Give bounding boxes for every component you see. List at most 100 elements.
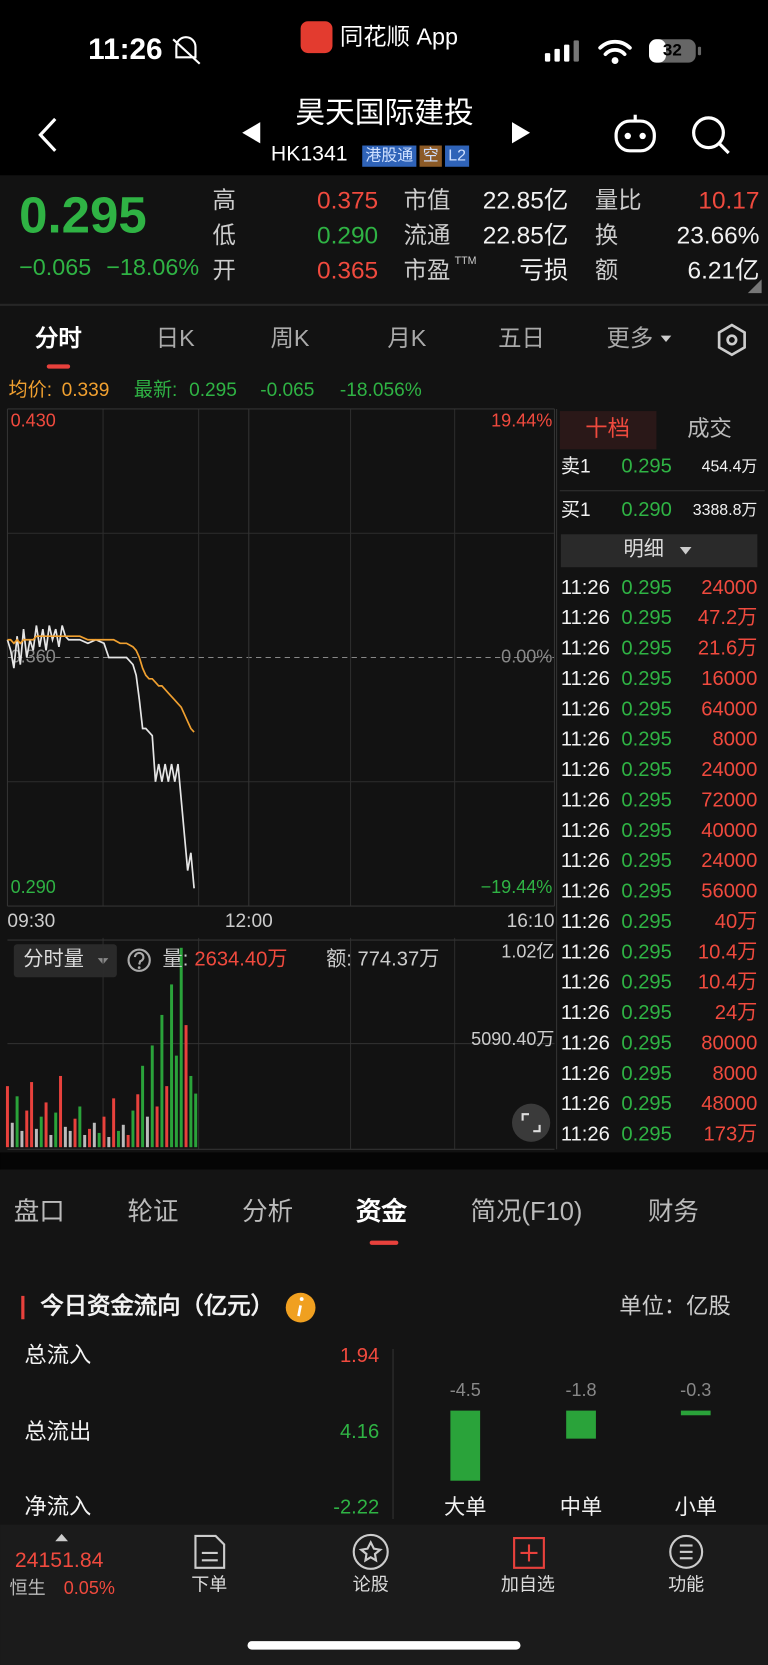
- detail-label: 明细: [624, 538, 664, 561]
- volume-bar: [63, 1126, 67, 1148]
- flow-row-value: 1.94: [340, 1345, 379, 1367]
- stat-value: 10.17: [698, 187, 759, 214]
- volume-selector-bg[interactable]: [13, 944, 117, 978]
- divider: [0, 303, 768, 306]
- volume-bar: [112, 1098, 116, 1148]
- amount-value: 额: 774.37万: [326, 948, 439, 971]
- order-tab-active-bg: [559, 411, 657, 450]
- volume-selector: 分时量: [23, 948, 84, 971]
- volume-bar: [25, 1110, 29, 1148]
- prev-stock[interactable]: [242, 122, 261, 144]
- volume-bar: [141, 1065, 145, 1148]
- more-arrow: [660, 335, 672, 343]
- back-button[interactable]: [38, 117, 57, 152]
- trade-time: 11:26: [561, 820, 610, 842]
- trade-time: 11:26: [561, 941, 610, 963]
- mute-icon: [172, 36, 201, 65]
- robot-button[interactable]: [614, 114, 656, 153]
- expand-button[interactable]: [511, 1103, 551, 1142]
- stat-label: 低: [212, 222, 235, 248]
- volume-bar: [92, 1122, 96, 1148]
- volume-bar: [179, 947, 183, 1148]
- flow-bar: [566, 1410, 596, 1439]
- fund-bg: [0, 1169, 768, 1525]
- trade-price: 0.295: [621, 1002, 671, 1024]
- trade-time: 11:26: [561, 881, 610, 903]
- forum-icon[interactable]: [352, 1533, 389, 1570]
- trade-volume: 24万: [715, 1002, 758, 1024]
- help-icon[interactable]: [127, 948, 151, 972]
- book-price: 0.295: [621, 456, 671, 478]
- volume-bar: [68, 1130, 72, 1148]
- trade-price: 0.295: [621, 668, 671, 690]
- y2-tick-label: −19.44%: [481, 877, 553, 897]
- menu-icon[interactable]: [669, 1534, 704, 1569]
- wifi-icon: [598, 39, 632, 64]
- trade-price: 0.295: [621, 820, 671, 842]
- trade-volume: 72000: [701, 789, 757, 811]
- order-tab: 成交: [687, 416, 732, 441]
- book-price: 0.290: [621, 499, 671, 521]
- section-tab: 资金: [356, 1197, 407, 1226]
- battery-level-text: 32: [663, 40, 682, 59]
- add-watch-icon[interactable]: [513, 1537, 545, 1569]
- section-tab: 盘口: [14, 1198, 65, 1226]
- volume-bar: [54, 1112, 58, 1148]
- info-icon[interactable]: [285, 1292, 316, 1323]
- volume-bar: [107, 1137, 111, 1148]
- last-label: 最新:: [134, 379, 178, 401]
- volume-bar: [30, 1082, 34, 1148]
- search-button[interactable]: [692, 116, 730, 155]
- title-mark: [21, 1295, 25, 1320]
- x-tick-label: 16:10: [507, 911, 555, 932]
- battery-level: [649, 39, 667, 63]
- flow-category: 中单: [560, 1495, 602, 1519]
- corner-mark: [747, 279, 762, 294]
- trade-volume: 21.6万: [698, 638, 757, 660]
- stock-tag: 空: [423, 146, 439, 164]
- trade-price: 0.295: [621, 729, 671, 751]
- ttm-mark: TTM: [455, 255, 477, 267]
- next-stock[interactable]: [511, 122, 531, 144]
- stat-value: 0.365: [317, 257, 378, 284]
- trade-price: 0.295: [621, 972, 671, 994]
- volume-bar: [194, 1093, 198, 1148]
- flow-category: 大单: [444, 1495, 486, 1519]
- flow-value-label: -4.5: [450, 1380, 481, 1400]
- book-level: 卖1: [561, 455, 591, 477]
- trade-price: 0.295: [621, 1093, 671, 1115]
- flow-row-label: 总流出: [24, 1419, 91, 1444]
- trade-volume: 80000: [701, 1032, 757, 1054]
- settings-button[interactable]: [717, 323, 746, 357]
- app-logo: [300, 21, 333, 54]
- volume-bar: [136, 1094, 140, 1148]
- chart-tab: 日K: [156, 325, 195, 351]
- volume-bar: [150, 1045, 154, 1148]
- nav-item: 论股: [353, 1575, 389, 1595]
- stat-value: 22.85亿: [483, 222, 569, 249]
- trade-time: 11:26: [561, 1093, 610, 1115]
- trade-time: 11:26: [561, 759, 610, 781]
- index-value: 24151.84: [15, 1548, 104, 1572]
- trade-time: 11:26: [561, 1124, 610, 1146]
- detail-bar[interactable]: [560, 534, 758, 568]
- avg-price: 0.339: [62, 380, 110, 401]
- y2-tick-label: 0.00%: [501, 646, 552, 666]
- flow-row-value: 4.16: [340, 1421, 379, 1443]
- stat-label: 额: [595, 257, 618, 283]
- volume-bar: [15, 1096, 19, 1148]
- trade-price: 0.295: [621, 638, 671, 660]
- trade-time: 11:26: [561, 1032, 610, 1054]
- trade-price: 0.295: [621, 941, 671, 963]
- trade-time: 11:26: [561, 607, 610, 629]
- stat-value: 0.375: [317, 187, 378, 214]
- detail-arrow: [679, 547, 692, 555]
- order-icon[interactable]: [194, 1534, 226, 1569]
- x-tick-label: 09:30: [7, 911, 55, 932]
- trade-price: 0.295: [621, 1063, 671, 1085]
- book-volume: 454.4万: [702, 459, 758, 476]
- status-time: 11:26: [88, 33, 162, 66]
- stat-value: 0.290: [317, 222, 378, 249]
- volume-bar: [165, 1086, 169, 1148]
